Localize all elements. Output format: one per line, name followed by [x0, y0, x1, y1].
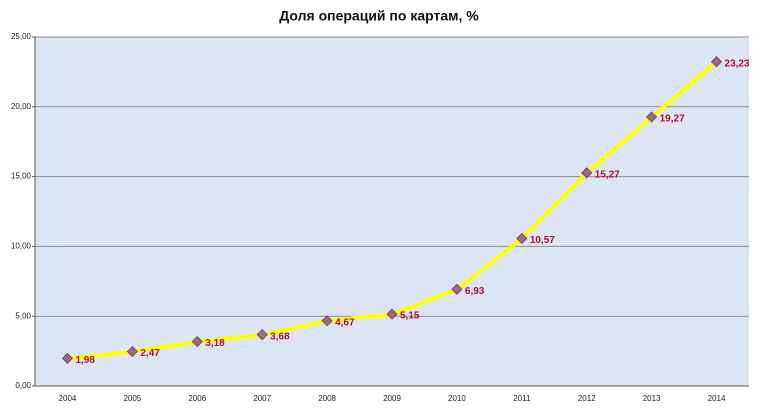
y-tick-label: 10,00 [11, 242, 32, 251]
y-tick-label: 20,00 [11, 102, 32, 111]
x-tick-label: 2013 [643, 394, 661, 403]
y-tick-label: 15,00 [11, 172, 32, 181]
x-tick-label: 2006 [188, 394, 206, 403]
data-marker [516, 232, 528, 245]
data-marker [386, 308, 398, 320]
data-marker [321, 315, 333, 327]
x-tick-label: 2009 [383, 394, 401, 403]
y-tick-label: 25,00 [11, 32, 32, 41]
data-label: 5,15 [400, 311, 420, 322]
data-label: 3,68 [270, 331, 290, 342]
data-label: 15,27 [595, 169, 620, 180]
x-tick-label: 2007 [253, 394, 271, 403]
data-marker [126, 345, 138, 358]
data-label: 10,57 [530, 235, 555, 246]
data-label: 19,27 [660, 114, 685, 125]
data-label: 23,23 [725, 58, 750, 69]
data-marker [581, 167, 593, 179]
data-label: 3,18 [205, 338, 225, 349]
data-marker [61, 352, 74, 364]
data-label: 1,98 [75, 355, 95, 366]
data-marker [256, 329, 268, 341]
data-marker [191, 336, 203, 348]
y-tick-label: 5,00 [15, 311, 31, 320]
data-marker [451, 283, 463, 295]
x-tick-label: 2008 [318, 394, 336, 403]
data-label: 4,67 [335, 317, 355, 328]
data-marker [710, 56, 723, 68]
y-tick-label: 0,00 [15, 381, 31, 390]
x-tick-label: 2004 [59, 394, 77, 403]
data-label: 6,93 [465, 286, 485, 297]
x-tick-label: 2011 [513, 394, 531, 403]
x-tick-label: 2010 [448, 394, 466, 403]
x-tick-label: 2012 [578, 394, 596, 403]
plot-area [35, 37, 749, 386]
chart-title: Доля операций по картам, % [279, 8, 479, 24]
x-tick-label: 2014 [708, 394, 726, 403]
data-marker [646, 111, 658, 123]
data-label: 2,47 [140, 348, 160, 359]
x-tick-label: 2005 [123, 394, 141, 403]
